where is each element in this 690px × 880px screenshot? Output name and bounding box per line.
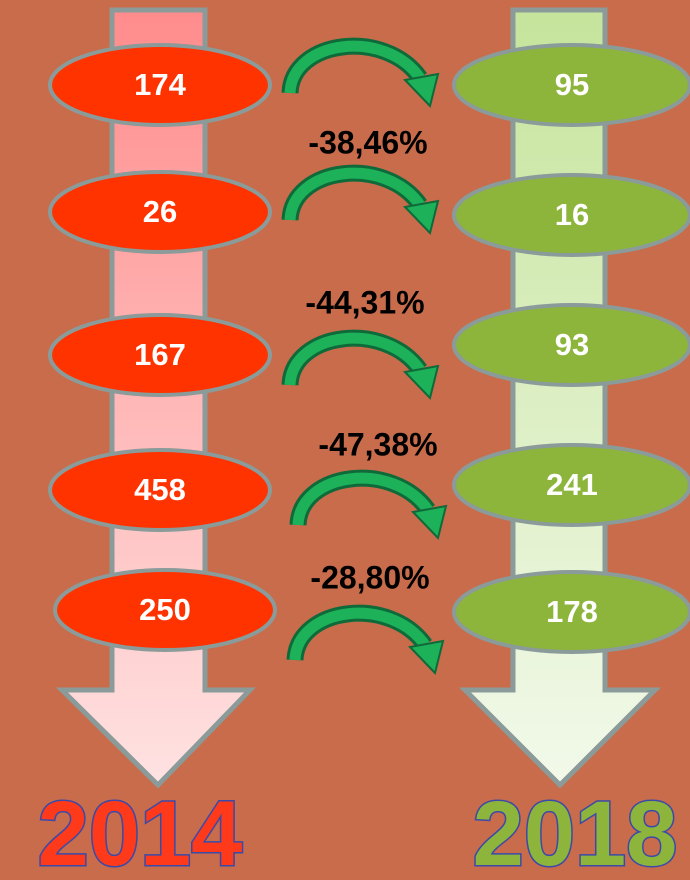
value-label: 174 (134, 67, 186, 102)
change-label: -28,80% (310, 559, 429, 595)
items: 174 26 167 458 250 2014 95 16 93 241 178 2018 -38,46… (36, 43, 690, 880)
value-label: 16 (555, 197, 589, 232)
value-label: 241 (546, 467, 598, 502)
value-node (48, 43, 272, 127)
value-node (53, 568, 277, 652)
value-node (48, 448, 272, 532)
value-label: 93 (555, 327, 589, 362)
value-label: 250 (139, 592, 191, 627)
change-label: -47,38% (318, 426, 437, 462)
value-node (452, 443, 690, 527)
change-label: -44,31% (305, 284, 424, 320)
value-node (452, 303, 690, 387)
year-label: 2018 (473, 783, 678, 880)
value-node (452, 173, 690, 257)
value-node (48, 313, 272, 397)
value-node (452, 43, 690, 127)
value-node (452, 570, 690, 654)
value-label: 95 (555, 67, 589, 102)
value-label: 167 (134, 337, 186, 372)
value-label: 178 (546, 594, 598, 629)
year-label: 2014 (38, 783, 243, 880)
value-node (48, 170, 272, 254)
change-label: -38,46% (308, 124, 427, 160)
value-label: 458 (134, 472, 186, 507)
value-label: 26 (143, 194, 177, 229)
